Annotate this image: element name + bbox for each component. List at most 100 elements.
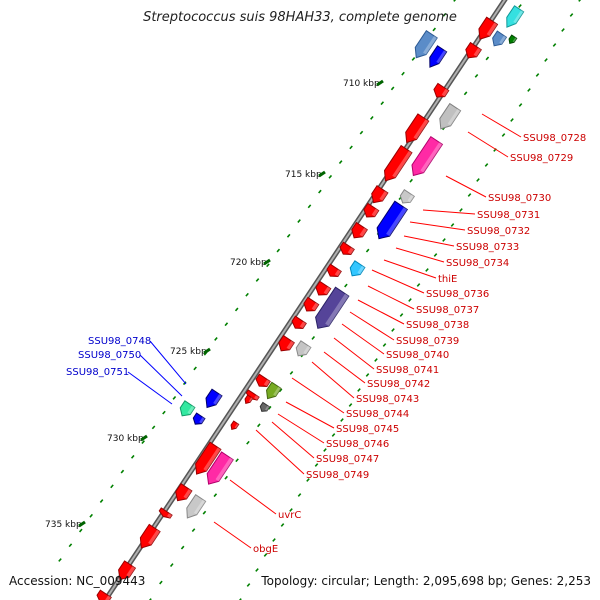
gene-block-grey-1 xyxy=(439,102,462,130)
gc-outer-dot xyxy=(266,263,270,268)
forward-gene-7-body xyxy=(351,221,368,239)
forward-gene-8-body xyxy=(339,241,355,255)
forward-gene-2-body xyxy=(433,82,450,98)
forward-gene-17 xyxy=(175,483,193,502)
gc-inner-dot xyxy=(408,298,412,302)
gc-outer-dot xyxy=(151,425,156,430)
forward-gene-5-body xyxy=(371,185,389,204)
reverse-gene-steel-2 xyxy=(492,30,508,47)
forward-gene-6-body xyxy=(363,202,380,218)
gc-dots-layer xyxy=(58,0,582,600)
forward-gene-20 xyxy=(118,560,137,581)
gc-mid-dot xyxy=(257,423,261,428)
gc-outer-dot xyxy=(58,558,62,562)
gene-label-right: SSU98_0745 xyxy=(336,424,399,435)
gc-mid-dot xyxy=(344,283,348,288)
gene-label-right: SSU98_0728 xyxy=(523,133,586,144)
gc-inner-dot xyxy=(467,193,472,197)
reverse-gene-1-body xyxy=(376,200,409,240)
gene-label-right: SSU98_0734 xyxy=(446,258,509,269)
gene-label-right: SSU98_0743 xyxy=(356,394,419,405)
gene-block-mint-1-shine xyxy=(187,405,195,415)
forward-gene-15 xyxy=(245,389,260,401)
reverse-gene-steel-1-shine xyxy=(423,35,438,55)
gc-outer-dot xyxy=(349,145,353,150)
gene-block-darkgrey-1-shine xyxy=(265,405,270,411)
forward-gene-20-body xyxy=(118,560,137,581)
gc-inner-dot xyxy=(425,268,429,272)
gene-block-pink-1 xyxy=(411,135,444,177)
forward-gene-6 xyxy=(363,202,380,218)
gene-label-right: SSU98_0742 xyxy=(367,379,430,390)
gene-label-right: SSU98_0738 xyxy=(406,320,469,331)
leader-line-right xyxy=(349,311,395,341)
forward-gene-15-shine xyxy=(254,395,260,401)
reverse-gene-3-shine xyxy=(199,417,205,424)
forward-gene-13-body xyxy=(278,334,295,352)
forward-gene-12-shine xyxy=(299,321,307,329)
gc-inner-dot xyxy=(544,58,548,62)
forward-gene-16 xyxy=(195,441,222,475)
leader-line-right xyxy=(213,521,252,549)
gc-mid-dot xyxy=(474,73,479,78)
gene-block-darkgrey-1 xyxy=(259,401,271,412)
gc-mid-dot xyxy=(180,545,185,550)
leader-line-right xyxy=(229,479,277,515)
leader-line-right xyxy=(291,377,345,414)
gc-mid-dot xyxy=(267,405,272,410)
accession-text: Accession: NC_009443 xyxy=(9,574,146,588)
gc-inner-dot xyxy=(306,478,310,482)
gene-label-left: SSU98_0751 xyxy=(66,367,129,378)
gene-block-cyan-1 xyxy=(349,260,366,277)
forward-gene-21 xyxy=(96,589,112,600)
gene-label-right: SSU98_0732 xyxy=(467,226,530,237)
leader-line-right xyxy=(323,351,366,384)
leader-line-left xyxy=(127,371,173,405)
gc-inner-dot xyxy=(459,208,463,212)
tick-gene-a-body xyxy=(508,34,518,44)
ruler-tick xyxy=(78,520,86,528)
gc-outer-dot xyxy=(193,366,197,371)
forward-gene-13 xyxy=(278,334,295,352)
gc-outer-dot xyxy=(68,543,73,548)
gc-mid-dot xyxy=(518,4,522,8)
gc-inner-dot xyxy=(476,178,480,182)
forward-gene-7 xyxy=(351,221,368,239)
leader-line-right xyxy=(481,113,522,138)
gc-mid-dot xyxy=(365,248,370,253)
gene-block-grey-2-body xyxy=(399,188,416,204)
gc-outer-dot xyxy=(390,86,395,91)
gc-outer-dot xyxy=(432,27,437,32)
gc-mid-dot xyxy=(169,563,174,567)
forward-gene-3 xyxy=(405,113,430,144)
gc-inner-dot xyxy=(433,253,438,257)
gene-block-cyan-1-shine xyxy=(357,265,365,275)
gene-block-grey-1-body xyxy=(439,102,462,130)
ruler-tick xyxy=(318,170,326,178)
ruler-label: 735 kbp xyxy=(45,520,82,530)
gene-label-right: obgE xyxy=(253,544,278,555)
gene-block-olive-1-shine xyxy=(273,386,282,397)
gc-outer-dot xyxy=(307,204,312,209)
gc-inner-dot xyxy=(238,598,242,600)
forward-gene-1 xyxy=(465,41,482,59)
reverse-gene-4 xyxy=(205,388,223,409)
leader-line-right xyxy=(271,421,315,459)
gene-label-left: SSU98_0750 xyxy=(78,350,141,361)
gc-outer-dot xyxy=(401,71,405,76)
gc-inner-dot xyxy=(484,163,489,167)
gene-block-pink-1-shine xyxy=(420,142,443,173)
leader-line-right xyxy=(383,259,437,279)
gc-mid-dot xyxy=(191,528,196,533)
gc-inner-dot xyxy=(314,463,319,467)
gene-block-mint-1-body xyxy=(179,400,196,417)
gc-mid-dot xyxy=(224,475,228,480)
gene-label-right: SSU98_0736 xyxy=(426,289,489,300)
topology-summary: Topology: circular; Length: 2,095,698 bp… xyxy=(261,574,591,588)
forward-gene-8 xyxy=(339,241,355,255)
gene-block-grey-3-body xyxy=(295,340,312,357)
gc-outer-dot xyxy=(234,307,239,312)
leader-line-left xyxy=(139,354,183,397)
